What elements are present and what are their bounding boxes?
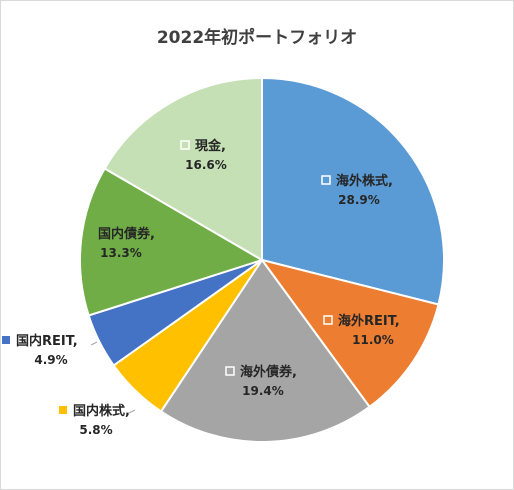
legend-key-icon	[84, 229, 92, 237]
slice-label: 海外債券,	[240, 364, 297, 380]
data-label-6: 国内債券, 13.3%	[84, 226, 155, 260]
legend-key-icon	[2, 336, 10, 344]
slice-value-label: 4.9%	[34, 353, 67, 367]
data-label-7: 現金, 16.6%	[180, 138, 227, 172]
slice-value-label: 28.9%	[338, 193, 380, 207]
data-label-2: 海外REIT, 11.0%	[323, 313, 400, 347]
pie-slice-7	[103, 76, 263, 262]
slice-value-label: 11.0%	[352, 333, 394, 347]
slice-label: 国内REIT,	[16, 333, 78, 349]
data-label-3: 海外債券, 19.4%	[225, 364, 297, 398]
data-label-5: 国内REIT, 4.9%	[2, 333, 98, 367]
slice-value-label: 19.4%	[242, 384, 284, 398]
leader-line	[90, 341, 98, 346]
slice-value-label: 16.6%	[185, 158, 227, 172]
pie-slice-3	[159, 258, 371, 443]
pie-slice-1	[261, 76, 445, 306]
legend-key-icon	[321, 175, 331, 185]
legend-key-icon	[225, 366, 235, 376]
pie-slice-2	[259, 258, 440, 409]
legend-key-icon	[59, 406, 67, 414]
data-label-4: 国内株式, 5.8%	[59, 403, 136, 437]
leader-line	[128, 409, 136, 414]
slice-label: 国内株式,	[73, 403, 130, 419]
slice-label: 海外株式,	[336, 173, 393, 189]
slice-value-label: 5.8%	[79, 423, 112, 437]
slice-label: 国内債券,	[98, 226, 155, 242]
pie-slice-6	[79, 167, 265, 317]
chart-title: 2022年初ポートフォリオ	[156, 28, 358, 48]
slice-label: 現金,	[195, 138, 226, 154]
slice-value-label: 13.3%	[100, 246, 142, 260]
slice-label: 海外REIT,	[338, 313, 400, 329]
legend-key-icon	[323, 315, 333, 325]
legend-key-icon	[180, 140, 190, 150]
data-label-1: 海外株式, 28.9%	[321, 173, 393, 207]
